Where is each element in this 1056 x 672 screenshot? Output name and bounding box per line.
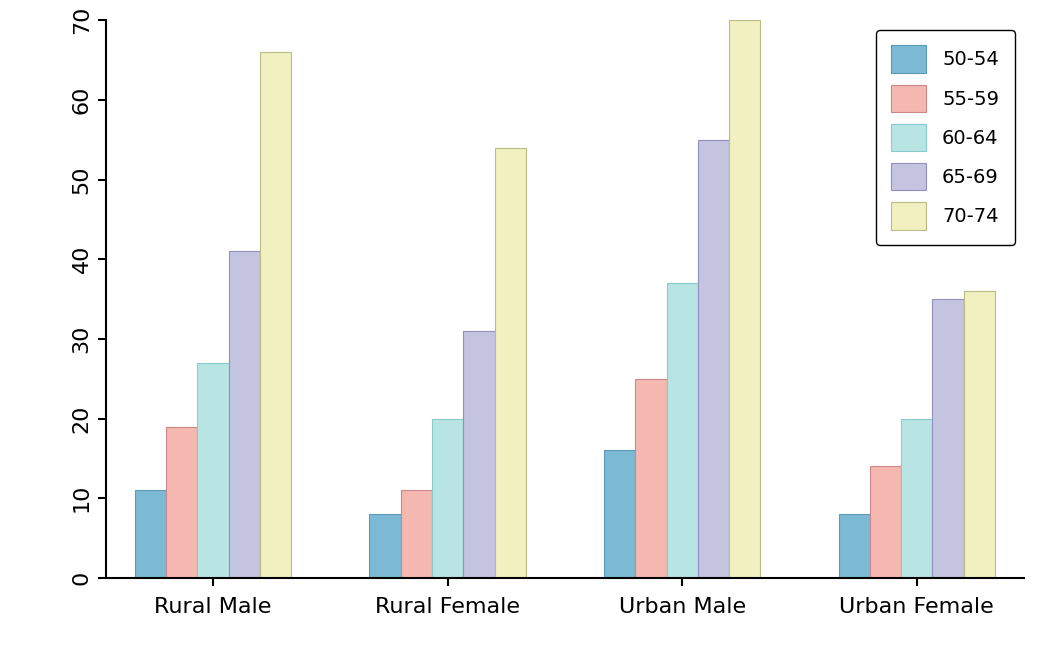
Bar [964, 291, 995, 578]
Bar [494, 148, 526, 578]
Bar [401, 491, 432, 578]
Bar [666, 283, 698, 578]
Bar [464, 331, 494, 578]
Bar [604, 450, 636, 578]
Bar [870, 466, 901, 578]
Bar [636, 379, 666, 578]
Bar [135, 491, 166, 578]
Bar [370, 514, 401, 578]
Bar [432, 419, 464, 578]
Bar [932, 299, 964, 578]
Bar [197, 363, 229, 578]
Bar [901, 419, 932, 578]
Bar [838, 514, 870, 578]
Bar [698, 140, 729, 578]
Legend: 50-54, 55-59, 60-64, 65-69, 70-74: 50-54, 55-59, 60-64, 65-69, 70-74 [875, 30, 1015, 245]
Bar [229, 251, 260, 578]
Bar [729, 20, 760, 578]
Bar [260, 52, 291, 578]
Bar [166, 427, 197, 578]
